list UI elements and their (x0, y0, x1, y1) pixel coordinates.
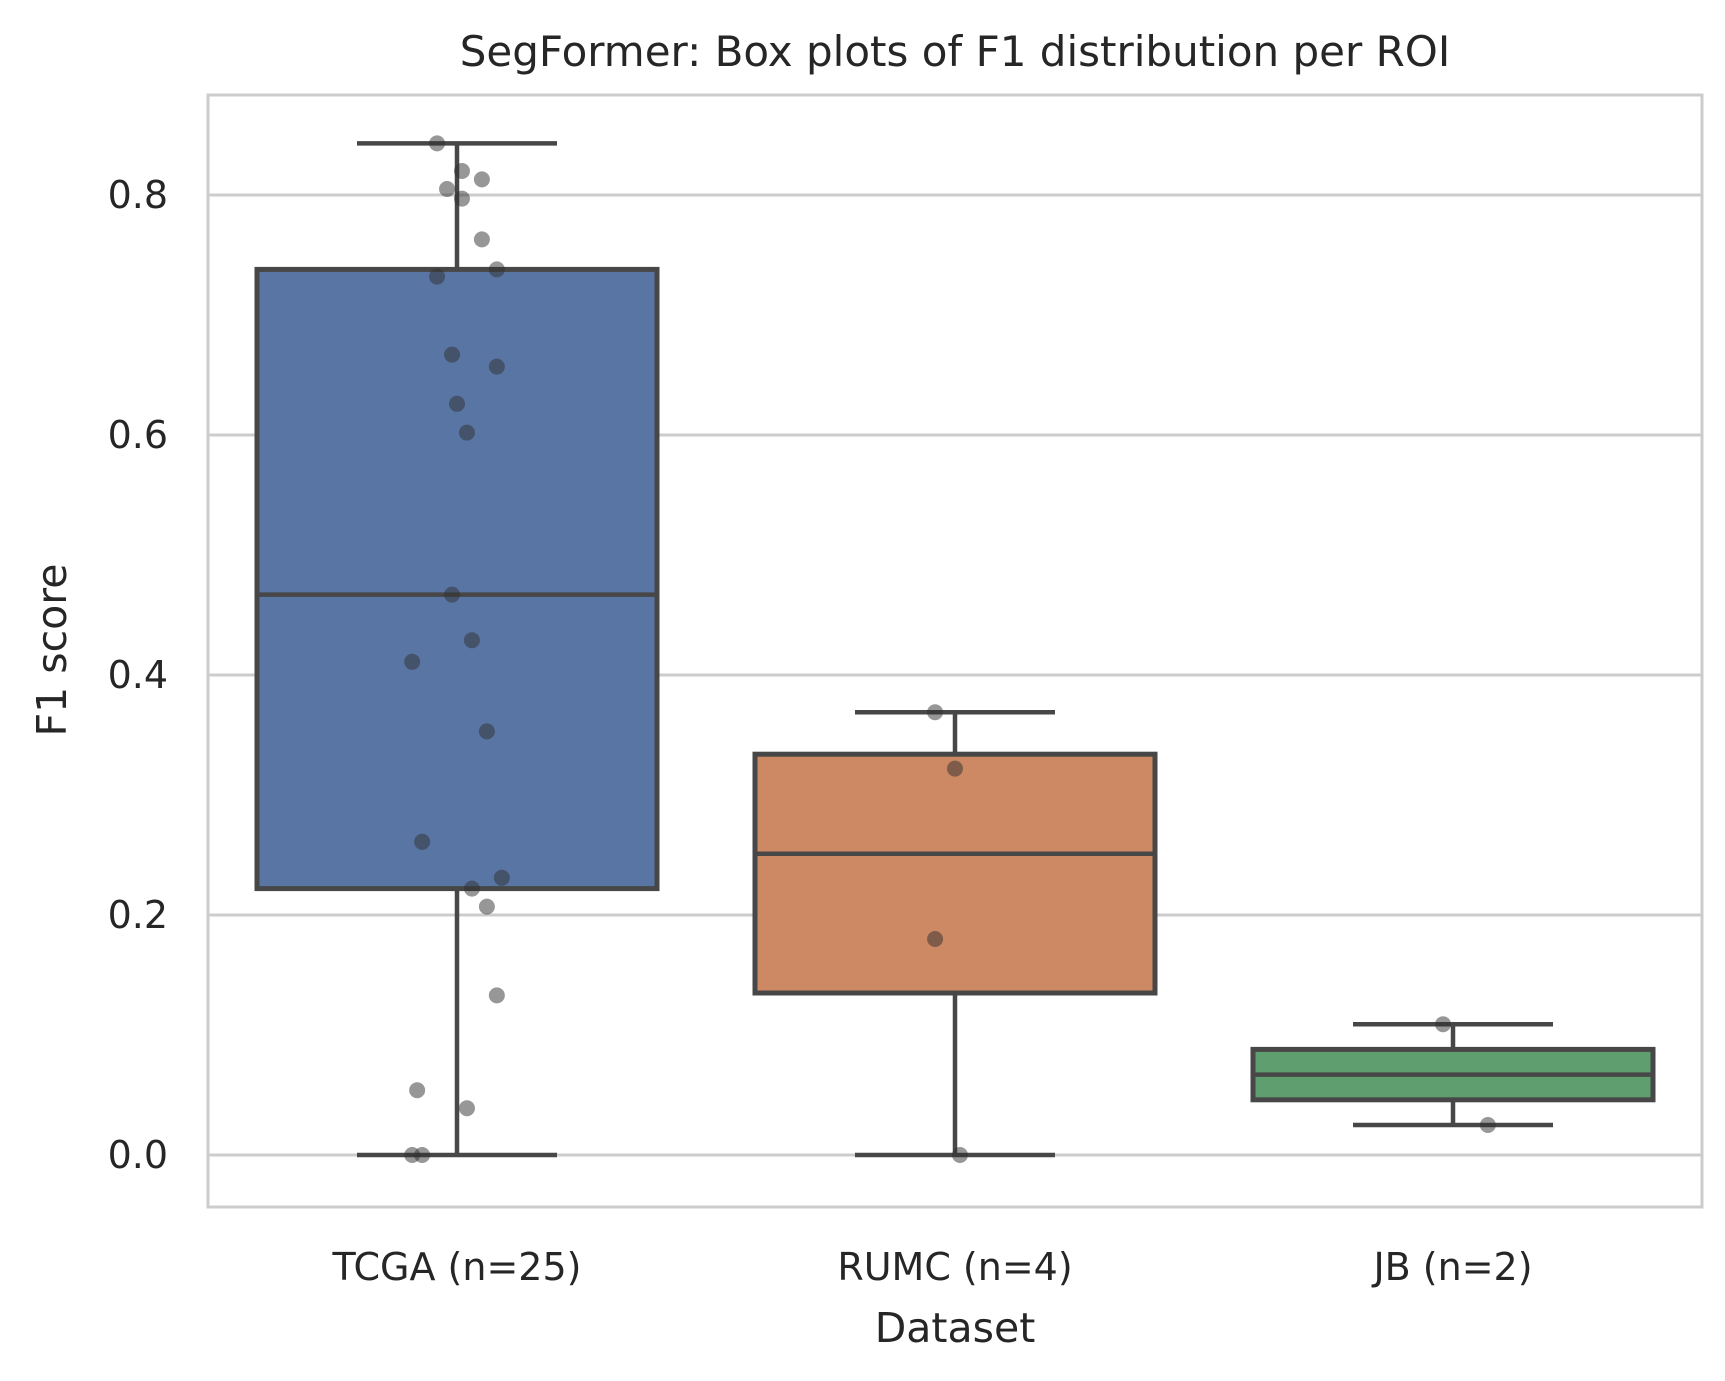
data-point (493, 869, 510, 886)
data-point (478, 898, 495, 915)
iqr-box (254, 266, 660, 892)
x-tick-labels: TCGA (n=25) RUMC (n=4) JB (n=2) (332, 1245, 1533, 1289)
data-point (439, 181, 456, 197)
x-tick-label: RUMC (n=4) (837, 1245, 1072, 1289)
y-axis-label: F1 score (28, 564, 76, 737)
x-axis-label: Dataset (875, 1304, 1036, 1352)
data-point (1479, 1117, 1496, 1133)
data-point (458, 1100, 475, 1117)
data-point (453, 190, 470, 207)
y-tick-label: 0.2 (108, 893, 168, 937)
data-point (414, 833, 431, 850)
y-tick-labels: 0.0 0.2 0.4 0.6 0.8 (108, 173, 168, 1177)
iqr-box (752, 751, 1158, 996)
data-point (463, 632, 480, 649)
data-point (488, 358, 505, 375)
data-points (404, 135, 1496, 1163)
data-point (927, 704, 944, 721)
box-group (254, 141, 660, 1158)
y-tick-label: 0.4 (108, 653, 168, 697)
data-point (488, 987, 505, 1004)
data-point (463, 880, 480, 897)
boxes (254, 141, 1656, 1158)
data-point (429, 135, 446, 152)
data-point (404, 653, 421, 670)
chart-title: SegFormer: Box plots of F1 distribution … (460, 27, 1451, 76)
data-point (488, 261, 505, 278)
data-point (409, 1082, 426, 1099)
data-point (449, 395, 465, 412)
data-point (429, 268, 446, 285)
box-group (752, 709, 1158, 1158)
data-point (473, 171, 490, 188)
box-group (1250, 1021, 1656, 1128)
x-tick-label: TCGA (n=25) (332, 1245, 582, 1289)
x-tick-label: JB (n=2) (1371, 1245, 1532, 1289)
data-point (1435, 1016, 1452, 1033)
data-point (927, 931, 944, 947)
data-point (458, 424, 475, 441)
data-point (414, 1147, 431, 1163)
data-point (947, 760, 963, 777)
data-point (951, 1147, 968, 1163)
y-tick-label: 0.6 (108, 413, 168, 457)
data-point (444, 586, 461, 603)
data-point (478, 723, 495, 740)
plot-frame (206, 93, 1704, 1209)
data-point (444, 346, 461, 363)
data-point (473, 231, 490, 248)
data-point (453, 163, 470, 179)
y-tick-label: 0.8 (108, 173, 168, 217)
y-tick-label: 0.0 (108, 1133, 168, 1177)
